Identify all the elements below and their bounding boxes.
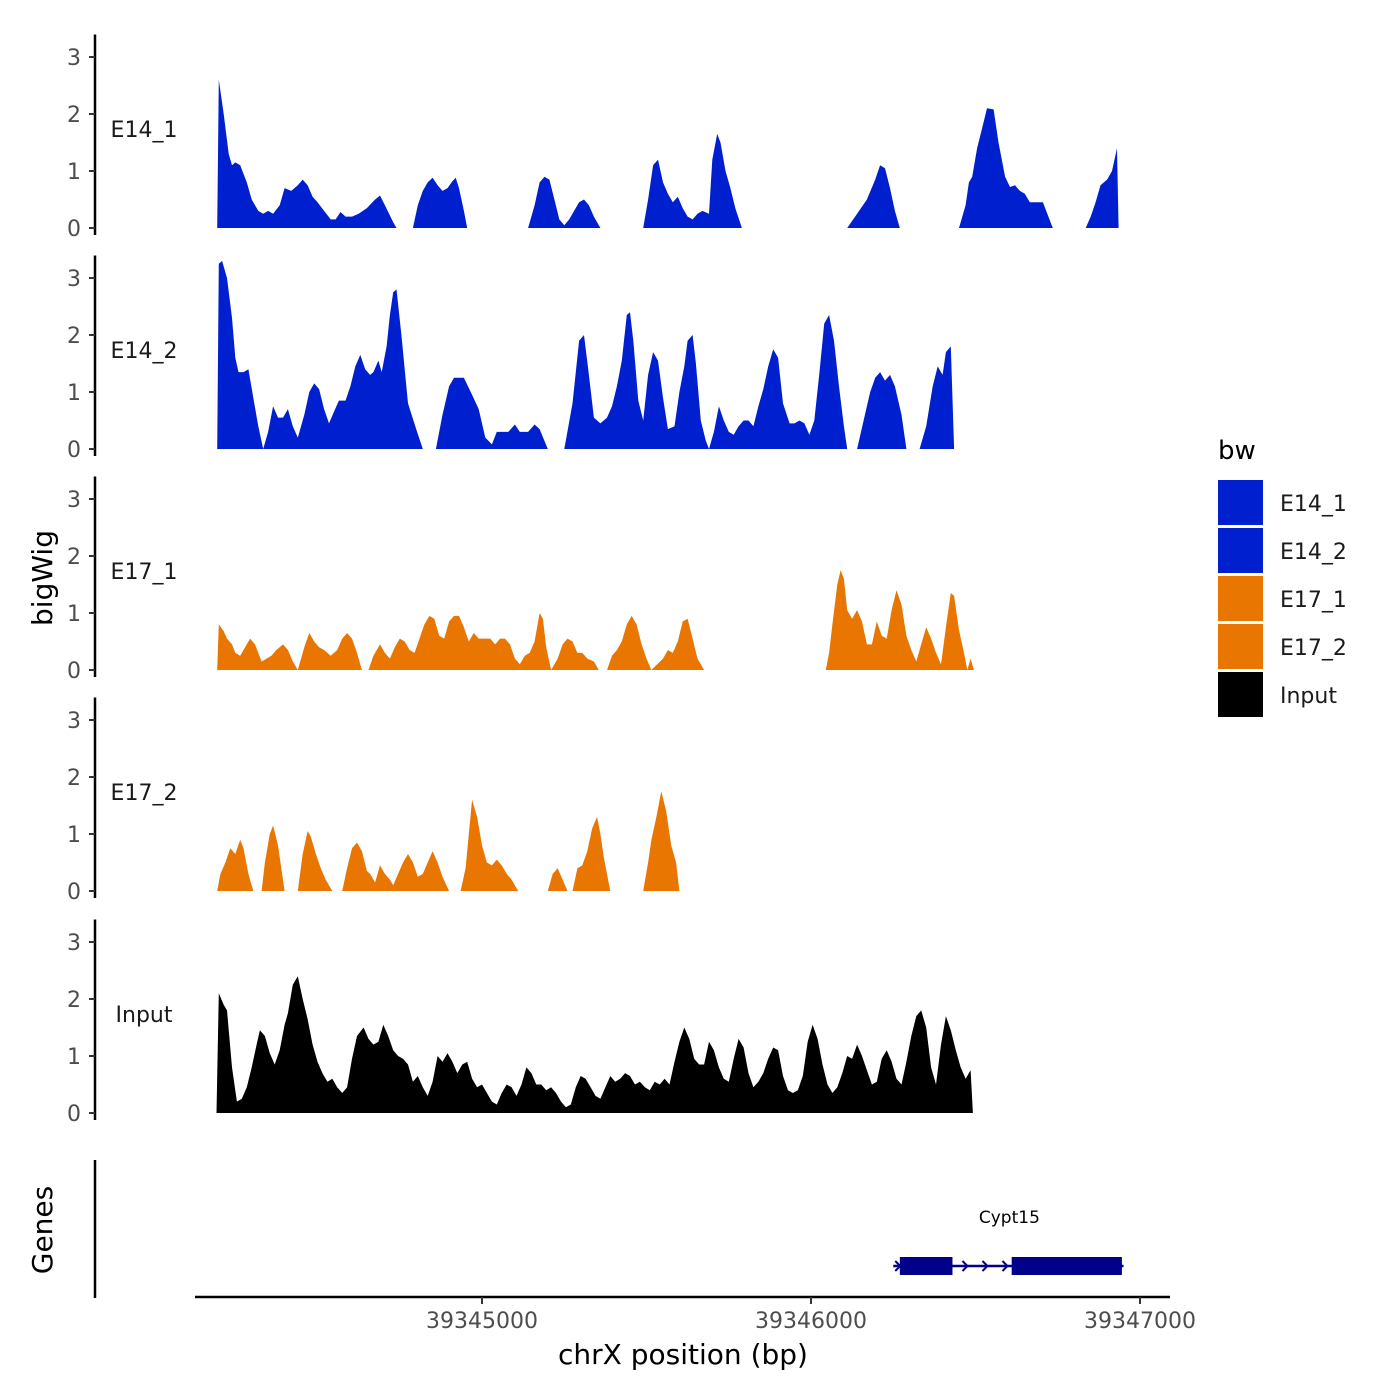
y-tick-label: 3	[67, 46, 81, 71]
strand-arrow	[961, 1260, 969, 1272]
track-label: E14_2	[111, 339, 178, 364]
x-axis-title: chrX position (bp)	[558, 1338, 808, 1371]
gene-cypt15: Cypt15	[893, 1208, 1124, 1275]
track-e17-1: 0 1 2 3 E17_1	[67, 476, 974, 684]
track-label: E17_1	[111, 560, 178, 585]
coverage-area-e14-2	[217, 260, 955, 449]
track-e17-2: 0 1 2 3 E17_2	[67, 697, 680, 905]
track-e14-1: 0 1 2 3 E14_1	[67, 34, 1119, 242]
legend-label: Input	[1280, 684, 1337, 709]
legend-label: E17_1	[1280, 588, 1347, 613]
y-tick-label: 0	[67, 438, 81, 463]
legend-label: E14_1	[1280, 492, 1347, 517]
track-label: Input	[116, 1003, 173, 1028]
legend-swatch-e17-2	[1218, 624, 1263, 669]
coverage-area-e17-1	[217, 570, 974, 670]
y-tick-label: 1	[67, 823, 81, 848]
y-tick-label: 0	[67, 659, 81, 684]
y-tick-label: 2	[67, 103, 81, 128]
legend-swatch-input	[1218, 672, 1263, 717]
genes-axis-title: Genes	[26, 1186, 59, 1274]
legend: bw E14_1 E14_2 E17_1 E17_2 Input	[1218, 436, 1347, 717]
track-e14-2: 0 1 2 3 E14_2	[67, 255, 955, 463]
legend-label: E17_2	[1280, 636, 1347, 661]
x-axis: 39345000 39346000 39347000	[195, 1295, 1196, 1334]
tracks-layer: 0 1 2 3 E14_1 0 1 2 3 E14_2 0 1 2 3 E17_1 0 1 2 3 E17_2 0 1 2 3…	[67, 34, 1119, 1127]
gene-label: Cypt15	[979, 1208, 1040, 1228]
legend-title: bw	[1218, 436, 1256, 466]
y-tick-label: 2	[67, 766, 81, 791]
y-tick-label: 0	[67, 1102, 81, 1127]
y-tick-label: 1	[67, 160, 81, 185]
y-tick-label: 1	[67, 602, 81, 627]
legend-swatch-e14-1	[1218, 480, 1263, 525]
track-label: E17_2	[111, 781, 178, 806]
track-label: E14_1	[111, 118, 178, 143]
legend-label: E14_2	[1280, 540, 1347, 565]
y-axis-title: bigWig	[26, 530, 59, 626]
x-tick-label: 39346000	[755, 1309, 867, 1334]
y-tick-label: 2	[67, 545, 81, 570]
genes-layer: Cypt15	[93, 1160, 1124, 1298]
y-tick-label: 0	[67, 880, 81, 905]
y-tick-label: 3	[67, 488, 81, 513]
y-tick-label: 3	[67, 709, 81, 734]
y-tick-label: 2	[67, 324, 81, 349]
y-tick-label: 2	[67, 988, 81, 1013]
strand-arrow	[894, 1260, 902, 1272]
y-tick-label: 3	[67, 267, 81, 292]
y-tick-label: 1	[67, 1045, 81, 1070]
strand-arrow	[1001, 1260, 1009, 1272]
strand-arrow	[1114, 1260, 1122, 1272]
track-input: 0 1 2 3 Input	[67, 919, 973, 1127]
y-tick-label: 0	[67, 217, 81, 242]
x-tick-label: 39345000	[426, 1309, 538, 1334]
coverage-area-input	[216, 976, 973, 1113]
coverage-area-e17-2	[217, 791, 680, 891]
y-tick-label: 3	[67, 931, 81, 956]
y-tick-label: 1	[67, 381, 81, 406]
legend-swatch-e14-2	[1218, 528, 1263, 573]
gene-exon	[899, 1257, 953, 1275]
strand-arrow	[981, 1260, 989, 1272]
gene-exon	[1011, 1257, 1122, 1275]
x-tick-label: 39347000	[1084, 1309, 1196, 1334]
coverage-area-e14-1	[217, 79, 1119, 228]
legend-swatch-e17-1	[1218, 576, 1263, 621]
